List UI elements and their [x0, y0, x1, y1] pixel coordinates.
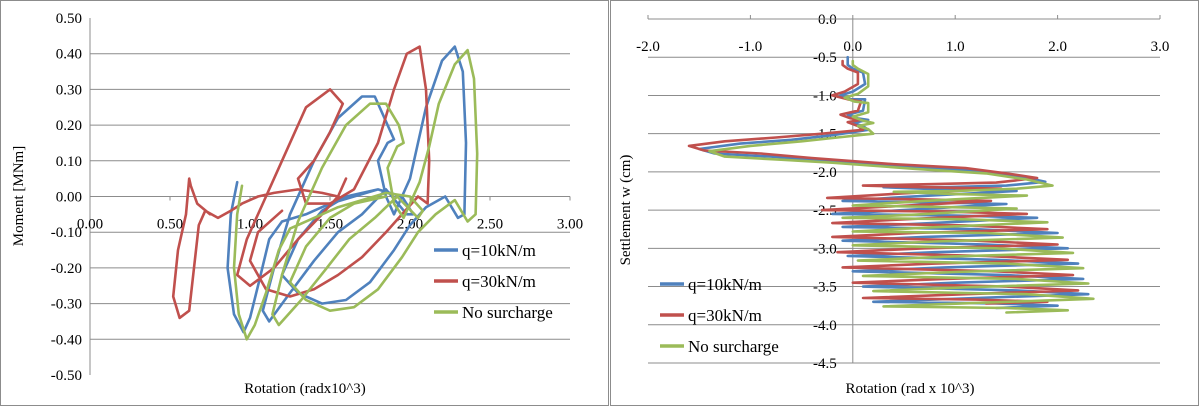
right-y-axis-title: Settlement w (cm) [618, 155, 634, 266]
left-x-tick-label: 3.00 [557, 217, 583, 233]
right-y-tick-label: -1.0 [813, 88, 837, 104]
right-y-tick-label: 0.0 [818, 12, 837, 28]
left-y-tick-label: -0.10 [51, 225, 82, 241]
left-y-tick-label: 0.50 [56, 11, 82, 27]
left-y-tick-label: 0.20 [56, 118, 82, 134]
right-y-tick-label: -2.0 [813, 165, 837, 181]
left-y-tick-label: 0.30 [56, 82, 82, 98]
right-chart-settlement-rotation: 0.0-0.5-1.0-1.5-2.0-2.5-3.0-3.5-4.0-4.5-… [618, 12, 1169, 397]
left-y-tick-label: -0.40 [51, 332, 82, 348]
right-x-tick-label: 0.0 [843, 39, 862, 55]
left-x-tick-label: 0.00 [77, 217, 103, 233]
right-y-tick-label: -3.0 [813, 241, 837, 257]
right-y-tick-label: -4.0 [813, 318, 837, 334]
left-legend-label: q=30kN/m [462, 272, 536, 291]
left-series-line [232, 48, 479, 341]
right-y-tick-label: -3.5 [813, 280, 837, 296]
right-legend-label: No surcharge [688, 337, 779, 356]
right-x-tick-label: -2.0 [636, 39, 660, 55]
left-legend-label: No surcharge [462, 303, 553, 322]
left-x-tick-label: 1.50 [317, 217, 343, 233]
right-x-tick-label: 2.0 [1048, 39, 1067, 55]
left-chart-moment-rotation: 0.500.400.300.200.100.00-0.10-0.20-0.30-… [11, 11, 583, 397]
right-y-tick-label: -4.5 [813, 356, 837, 372]
left-y-axis-title: Moment [MNm] [11, 146, 27, 246]
left-y-tick-label: 0.00 [56, 190, 82, 206]
right-legend-label: q=10kN/m [688, 275, 762, 294]
left-y-tick-label: 0.10 [56, 154, 82, 170]
right-x-tick-label: 1.0 [946, 39, 965, 55]
left-x-tick-label: 0.50 [157, 217, 183, 233]
left-x-axis-title: Rotation (radx10^3) [244, 381, 366, 397]
left-y-tick-label: -0.20 [51, 261, 82, 277]
right-x-tick-label: 3.0 [1151, 39, 1170, 55]
left-y-tick-label: -0.50 [51, 368, 82, 384]
right-x-axis-title: Rotation (rad x 10^3) [845, 381, 974, 397]
left-y-tick-label: 0.40 [56, 47, 82, 63]
left-series-line [226, 45, 468, 334]
left-y-tick-label: -0.30 [51, 297, 82, 313]
right-y-tick-label: -0.5 [813, 50, 837, 66]
right-legend-label: q=30kN/m [688, 306, 762, 325]
right-series-line [708, 59, 1095, 314]
left-x-tick-label: 2.50 [477, 217, 503, 233]
left-legend-label: q=10kN/m [462, 241, 536, 260]
right-x-tick-label: -1.0 [739, 39, 763, 55]
